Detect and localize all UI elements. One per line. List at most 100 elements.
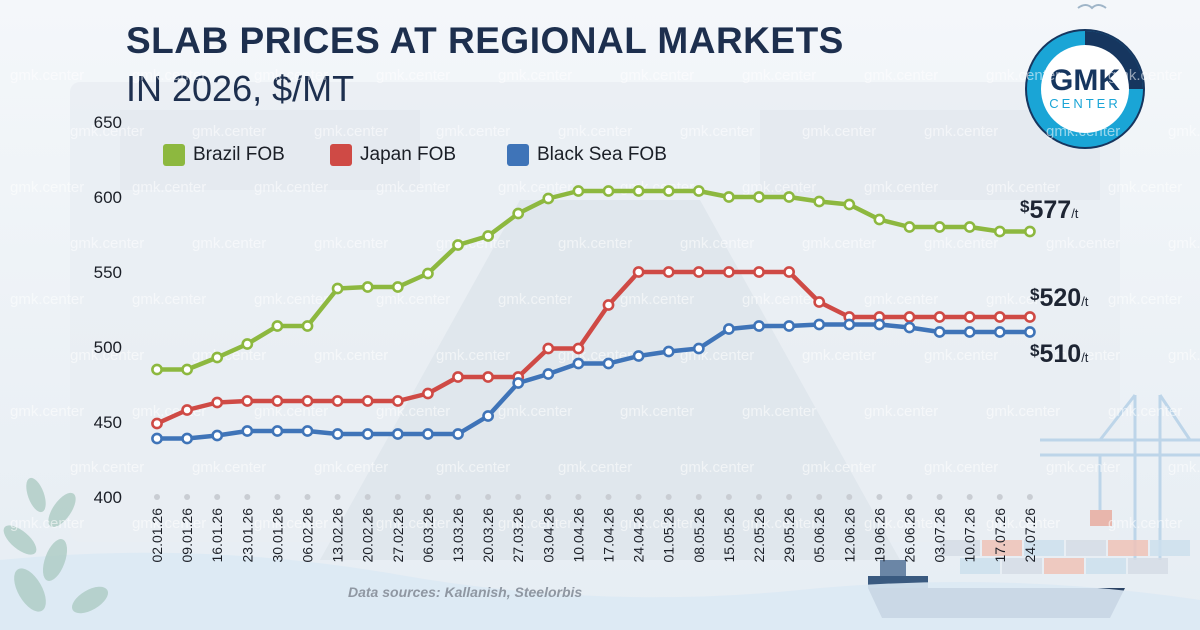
watermark-text: gmk.center xyxy=(1108,67,1182,84)
data-point-brazil xyxy=(602,185,615,197)
watermark-text: gmk.center xyxy=(314,459,388,476)
watermark-text: gmk.center xyxy=(864,67,938,84)
watermark-text: gmk.center xyxy=(254,179,328,196)
x-axis-dot xyxy=(996,494,1003,500)
watermark-text: gmk.center xyxy=(1108,291,1182,308)
x-tick-label: 15.05.26 xyxy=(721,508,737,563)
data-point-black-sea xyxy=(692,342,705,355)
watermark-text: gmk.center xyxy=(70,459,144,476)
y-tick-label: 450 xyxy=(94,413,122,432)
x-tick-label: 01.05.26 xyxy=(661,508,677,563)
x-axis-dot xyxy=(364,494,371,500)
data-point-black-sea xyxy=(482,410,494,422)
watermark-text: gmk.center xyxy=(620,515,694,532)
legend-label-brazil: Brazil FOB xyxy=(193,144,285,165)
data-point-brazil xyxy=(662,185,675,197)
data-point-black-sea xyxy=(211,429,224,442)
x-axis-dot xyxy=(575,494,582,500)
x-axis-dot xyxy=(334,494,341,500)
watermark-text: gmk.center xyxy=(192,235,266,252)
x-axis-dot xyxy=(515,494,522,500)
watermark-text: gmk.center xyxy=(558,123,632,140)
watermark-text: gmk.center xyxy=(1108,515,1182,532)
data-point-brazil xyxy=(903,221,916,233)
watermark-text: gmk.center xyxy=(620,291,694,308)
data-point-brazil xyxy=(151,363,163,376)
watermark-text: gmk.center xyxy=(498,67,572,84)
watermark-text: gmk.center xyxy=(864,291,938,308)
chart-subtitle: IN 2026, $/MT xyxy=(126,68,355,109)
watermark-text: gmk.center xyxy=(1046,347,1120,364)
end-label-black-sea-unit: /t xyxy=(1081,350,1089,365)
data-point-japan xyxy=(151,417,163,430)
data-point-japan xyxy=(452,371,464,383)
data-point-black-sea xyxy=(241,425,254,437)
end-label-brazil: $577/t xyxy=(1020,196,1078,225)
data-point-brazil xyxy=(723,191,735,203)
watermark-text: gmk.center xyxy=(376,403,450,420)
watermark-text: gmk.center xyxy=(864,403,938,420)
end-label-japan-value: 520 xyxy=(1039,284,1082,312)
series-line-black-sea xyxy=(154,322,1033,441)
data-point-brazil xyxy=(813,195,826,208)
data-source-note: Data sources: Kallanish, Steelorbis xyxy=(348,584,583,600)
watermark-text: gmk.center xyxy=(924,123,998,140)
logo-text-gmk: GMK xyxy=(1050,64,1120,97)
data-point-japan xyxy=(723,266,735,278)
x-tick-label: 24.04.26 xyxy=(631,508,647,563)
watermark-text: gmk.center xyxy=(1168,459,1200,476)
watermark-text: gmk.center xyxy=(254,291,328,308)
watermark-text: gmk.center xyxy=(802,459,876,476)
y-tick-label: 500 xyxy=(94,338,122,357)
end-label-black-sea-value: 510 xyxy=(1039,340,1082,368)
data-point-brazil xyxy=(421,267,434,280)
data-point-black-sea xyxy=(933,326,946,338)
x-axis-dot xyxy=(936,494,943,500)
x-axis-dot xyxy=(876,494,883,500)
data-point-brazil xyxy=(542,192,555,205)
data-point-black-sea xyxy=(873,318,886,331)
x-tick-label: 24.07.26 xyxy=(1022,508,1038,563)
data-point-japan xyxy=(572,342,585,355)
data-point-japan xyxy=(993,311,1006,323)
watermark-text: gmk.center xyxy=(802,347,876,364)
data-point-black-sea xyxy=(753,320,765,332)
watermark-text: gmk.center xyxy=(498,515,572,532)
watermark-text: gmk.center xyxy=(742,515,816,532)
x-axis-dot xyxy=(485,494,492,500)
watermark-text: gmk.center xyxy=(254,403,328,420)
x-axis-dot xyxy=(244,494,251,500)
y-tick-label: 650 xyxy=(94,113,122,132)
data-point-brazil xyxy=(783,191,795,203)
data-point-japan xyxy=(301,395,314,407)
data-point-brazil xyxy=(241,338,254,350)
series-line-brazil xyxy=(154,188,1033,372)
watermark-text: gmk.center xyxy=(924,459,998,476)
x-tick-label: 02.01.26 xyxy=(149,508,165,563)
watermark-text: gmk.center xyxy=(986,179,1060,196)
x-tick-label: 05.06.26 xyxy=(811,508,827,563)
data-point-brazil xyxy=(1024,225,1036,238)
data-point-black-sea xyxy=(331,428,344,440)
x-axis-dot xyxy=(605,494,612,500)
legend-item-black-sea: Black Sea FOB xyxy=(507,143,667,167)
end-label-japan-unit: /t xyxy=(1081,294,1089,309)
watermark-text: gmk.center xyxy=(436,123,510,140)
watermark-text: gmk.center xyxy=(742,179,816,196)
data-point-black-sea xyxy=(421,428,434,440)
x-axis-dot xyxy=(906,494,913,500)
data-point-japan xyxy=(331,395,344,407)
y-tick-label: 550 xyxy=(94,263,122,282)
watermark-text: gmk.center xyxy=(924,347,998,364)
data-point-brazil xyxy=(482,230,494,242)
crane-decoration xyxy=(1040,394,1200,560)
data-point-black-sea xyxy=(843,318,856,331)
containers-decoration xyxy=(940,540,1190,574)
watermark-text: gmk.center xyxy=(314,235,388,252)
legend-swatch-black-sea xyxy=(507,144,529,166)
watermark-text: gmk.center xyxy=(10,67,84,84)
watermark-text: gmk.center xyxy=(742,67,816,84)
data-point-black-sea xyxy=(1024,326,1036,338)
watermark-text: gmk.center xyxy=(802,123,876,140)
